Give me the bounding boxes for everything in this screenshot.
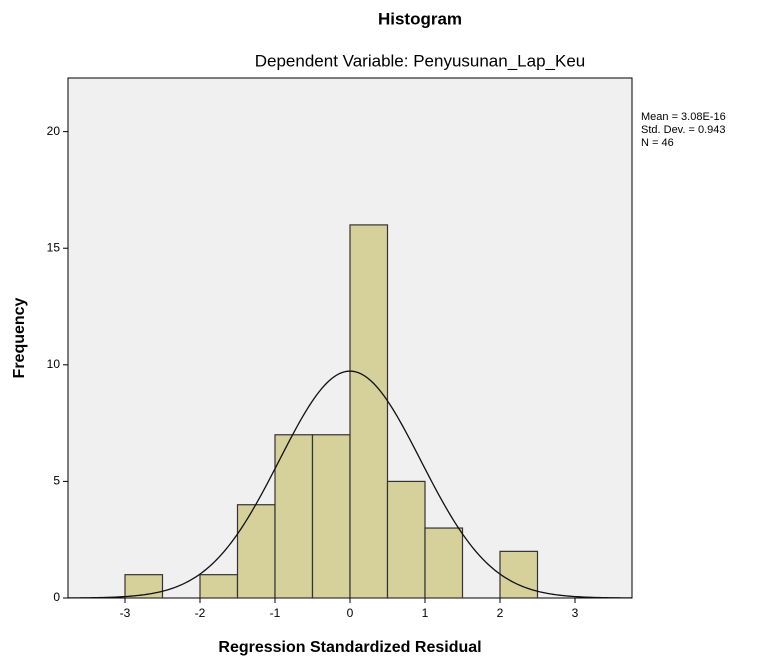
x-tick-label: 0 [347, 606, 354, 620]
x-axis-label: Regression Standardized Residual [218, 639, 481, 656]
chart-subtitle: Dependent Variable: Penyusunan_Lap_Keu [255, 51, 586, 70]
bar [388, 481, 426, 598]
bar [200, 575, 238, 598]
bar [350, 225, 388, 598]
y-tick-label: 0 [53, 590, 60, 604]
bar [238, 505, 276, 598]
bar [500, 551, 538, 598]
bar [275, 435, 313, 598]
x-tick-label: -1 [270, 606, 281, 620]
stats-text: Mean = 3.08E-16 [641, 111, 726, 123]
chart-title: Histogram [378, 9, 462, 28]
x-tick-label: 2 [497, 606, 504, 620]
x-tick-label: -2 [195, 606, 206, 620]
bar [313, 435, 351, 598]
y-tick-label: 5 [53, 474, 60, 488]
x-tick-label: -3 [120, 606, 131, 620]
y-tick-label: 10 [47, 357, 61, 371]
x-tick-label: 3 [572, 606, 579, 620]
y-tick-label: 20 [47, 124, 61, 138]
stats-text: Std. Dev. = 0.943 [641, 124, 726, 136]
chart: Histogram Dependent Variable: Penyusunan… [0, 0, 757, 661]
y-tick-label: 15 [47, 240, 61, 254]
stats-text: N = 46 [641, 137, 674, 149]
bar [425, 528, 463, 598]
x-tick-label: 1 [422, 606, 429, 620]
y-axis-label: Frequency [11, 297, 28, 378]
